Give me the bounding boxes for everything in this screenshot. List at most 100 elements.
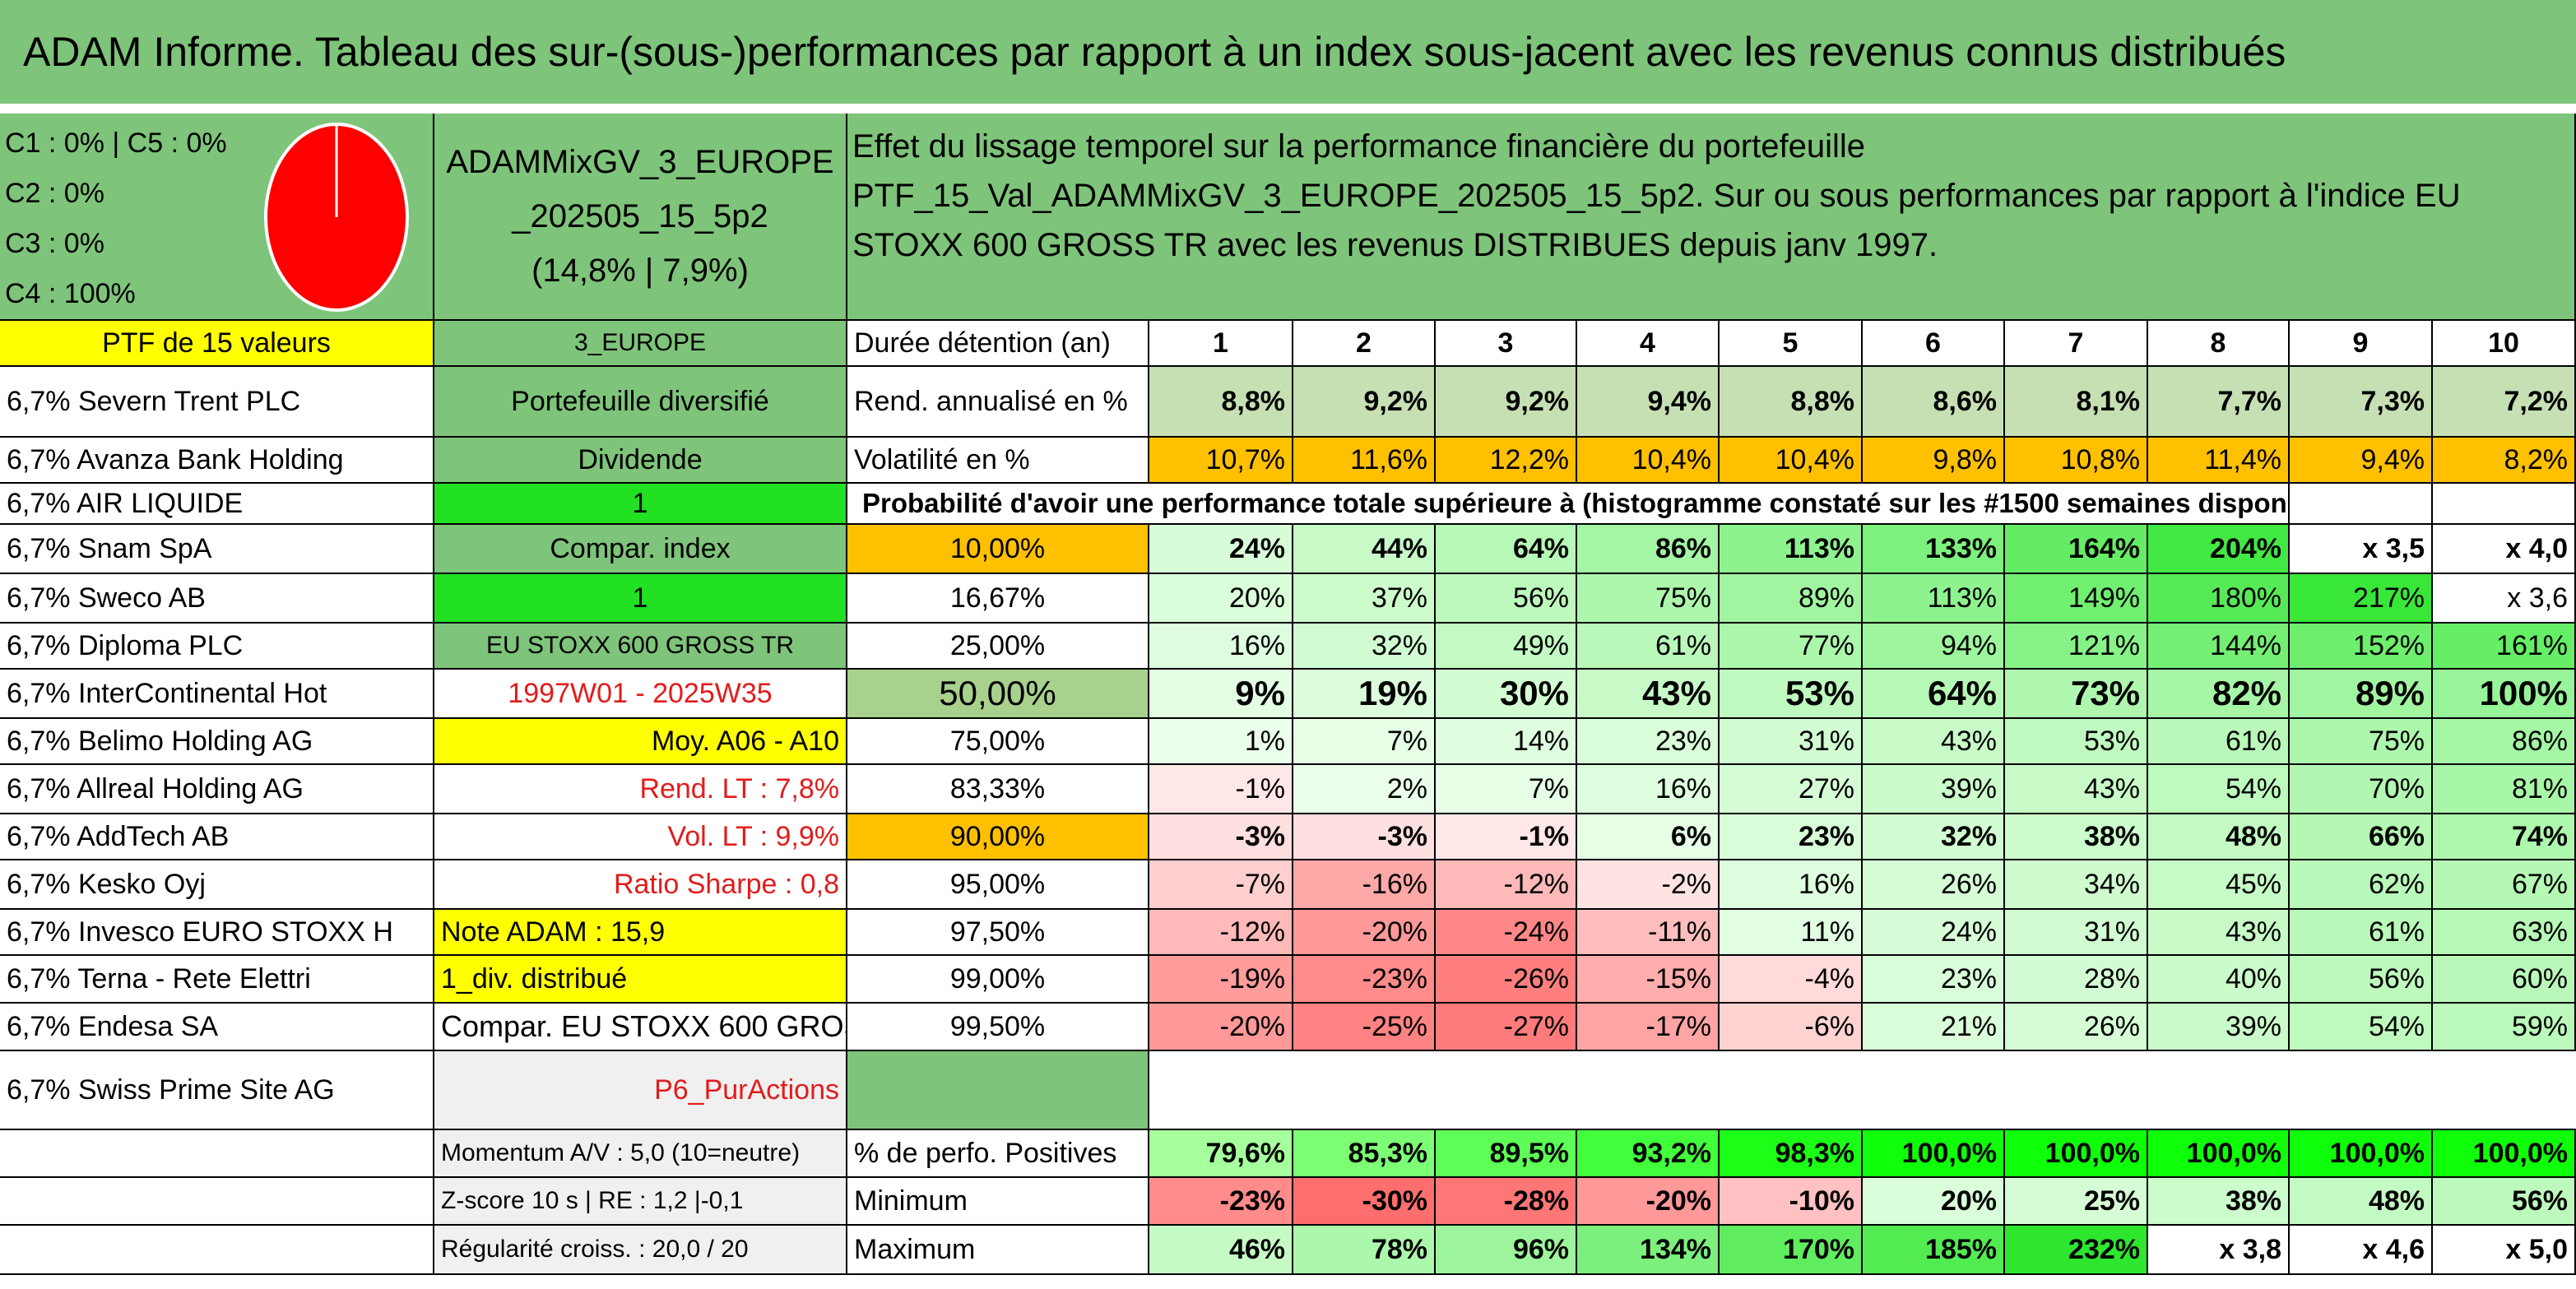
- holding-row: 6,7% Swiss Prime Site AG: [0, 1051, 434, 1130]
- probability-cell: 34%: [2005, 860, 2148, 910]
- probability-cell: 28%: [2005, 956, 2148, 1004]
- minimum-cell: 48%: [2290, 1178, 2433, 1226]
- probability-cell: 75%: [1577, 574, 1720, 624]
- probability-cell: 45%: [2148, 860, 2290, 910]
- probability-threshold: 75,00%: [847, 719, 1149, 765]
- rendement-cell: 7,3%: [2290, 367, 2433, 438]
- probability-cell: 39%: [1863, 765, 2005, 814]
- probability-cell: -19%: [1149, 956, 1293, 1004]
- positives-cell: 98,3%: [1720, 1130, 1863, 1178]
- positives-cell: 100,0%: [2005, 1130, 2148, 1178]
- year-header: 5: [1720, 321, 1863, 367]
- probability-cell: 31%: [1720, 719, 1863, 765]
- probability-cell: 161%: [2433, 624, 2576, 670]
- probability-cell: 64%: [1863, 670, 2005, 719]
- portfolio-name-panel: ADAMMixGV_3_EUROPE_202505_15_5p2 (14,8% …: [434, 114, 847, 321]
- probability-cell: 74%: [2433, 814, 2576, 860]
- positives-cell: 100,0%: [2290, 1130, 2433, 1178]
- positives-cell: 93,2%: [1577, 1130, 1720, 1178]
- positives-cell: 85,3%: [1293, 1130, 1436, 1178]
- probability-cell: 63%: [2433, 910, 2576, 956]
- probability-cell: 43%: [2005, 765, 2148, 814]
- year-header: 1: [1149, 321, 1293, 367]
- info-cell: 1997W01 - 2025W35: [434, 670, 847, 719]
- probability-cell: 20%: [1149, 574, 1293, 624]
- info-cell: 1: [434, 484, 847, 525]
- probability-cell: 60%: [2433, 956, 2576, 1004]
- positives-label: % de perfo. Positives: [847, 1130, 1149, 1178]
- probability-cell: 64%: [1436, 525, 1577, 574]
- volatility-cell: 8,2%: [2433, 438, 2576, 484]
- positives-cell: 100,0%: [2148, 1130, 2290, 1178]
- volatility-cell: 10,8%: [2005, 438, 2148, 484]
- probability-cell: -25%: [1293, 1004, 1436, 1051]
- probability-cell: 149%: [2005, 574, 2148, 624]
- volatility-cell: 10,4%: [1720, 438, 1863, 484]
- maximum-cell: 96%: [1436, 1226, 1577, 1275]
- rendement-cell: 9,4%: [1577, 367, 1720, 438]
- report-title: ADAM Informe. Tableau des sur-(sous-)per…: [0, 0, 2576, 104]
- minimum-cell: 25%: [2005, 1178, 2148, 1226]
- probability-cell: x 3,6: [2433, 574, 2576, 624]
- maximum-cell: x 4,6: [2290, 1226, 2433, 1275]
- rendement-cell: 8,8%: [1149, 367, 1293, 438]
- probability-cell: 9%: [1149, 670, 1293, 719]
- asset-class-panel: C1 : 0% | C5 : 0% C2 : 0% C3 : 0% C4 : 1…: [0, 114, 434, 321]
- maximum-cell: x 3,8: [2148, 1226, 2290, 1275]
- info-cell: Ratio Sharpe : 0,8: [434, 860, 847, 910]
- info-cell: Vol. LT : 9,9%: [434, 814, 847, 860]
- holding-row: 6,7% AIR LIQUIDE: [0, 484, 434, 525]
- probability-cell: -7%: [1149, 860, 1293, 910]
- probability-cell: -4%: [1720, 956, 1863, 1004]
- holding-row: [0, 1226, 434, 1275]
- probability-cell: -1%: [1436, 814, 1577, 860]
- probability-cell: -20%: [1293, 910, 1436, 956]
- info-cell: Portefeuille diversifié: [434, 367, 847, 438]
- probability-cell: 94%: [1863, 624, 2005, 670]
- probability-cell: 59%: [2433, 1004, 2576, 1051]
- year-header: 6: [1863, 321, 2005, 367]
- holding-row: 6,7% Diploma PLC: [0, 624, 434, 670]
- probability-cell: 180%: [2148, 574, 2290, 624]
- probability-cell: 1%: [1149, 719, 1293, 765]
- minimum-cell: -28%: [1436, 1178, 1577, 1226]
- maximum-cell: 232%: [2005, 1226, 2148, 1275]
- info-cell: 1: [434, 574, 847, 624]
- probability-cell: 86%: [1577, 525, 1720, 574]
- probability-cell: 24%: [1149, 525, 1293, 574]
- holding-row: [0, 1130, 434, 1178]
- probability-cell: 77%: [1720, 624, 1863, 670]
- probability-cell: 53%: [1720, 670, 1863, 719]
- probability-cell: 19%: [1293, 670, 1436, 719]
- portfolio-stats: (14,8% | 7,9%): [531, 253, 749, 289]
- volatility-cell: 12,2%: [1436, 438, 1577, 484]
- probability-cell: -24%: [1436, 910, 1577, 956]
- probability-cell: 16%: [1577, 765, 1720, 814]
- probability-cell: 26%: [2005, 1004, 2148, 1051]
- maximum-label: Maximum: [847, 1226, 1149, 1275]
- probability-cell: 43%: [2148, 910, 2290, 956]
- probability-cell: 7%: [1293, 719, 1436, 765]
- probability-threshold: 25,00%: [847, 624, 1149, 670]
- rendement-cell: 8,1%: [2005, 367, 2148, 438]
- probability-cell: 75%: [2290, 719, 2433, 765]
- info-cell: EU STOXX 600 GROSS TR: [434, 624, 847, 670]
- probability-cell: 26%: [1863, 860, 2005, 910]
- holding-row: 6,7% Snam SpA: [0, 525, 434, 574]
- probability-cell: 67%: [2433, 860, 2576, 910]
- info-cell: Régularité croiss. : 20,0 / 20: [434, 1226, 847, 1275]
- holding-row: 6,7% AddTech AB: [0, 814, 434, 860]
- probability-cell: 61%: [2148, 719, 2290, 765]
- probability-cell: -6%: [1720, 1004, 1863, 1051]
- probability-cell: 144%: [2148, 624, 2290, 670]
- probability-cell: 164%: [2005, 525, 2148, 574]
- allocation-pie-icon: [264, 123, 409, 312]
- maximum-cell: 185%: [1863, 1226, 2005, 1275]
- probability-threshold: 97,50%: [847, 910, 1149, 956]
- volatility-cell: 10,7%: [1149, 438, 1293, 484]
- probability-cell: -11%: [1577, 910, 1720, 956]
- class-c1-c5: C1 : 0% | C5 : 0%: [5, 128, 227, 159]
- minimum-label: Minimum: [847, 1178, 1149, 1226]
- probability-cell: -2%: [1577, 860, 1720, 910]
- info-cell: 3_EUROPE: [434, 321, 847, 367]
